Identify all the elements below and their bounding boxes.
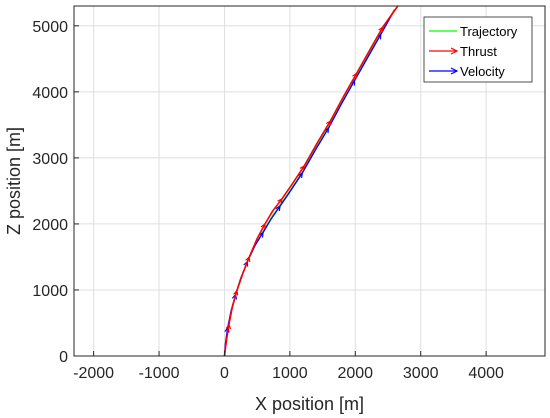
y-tick-label: 1000: [32, 283, 68, 300]
y-tick-label: 4000: [32, 85, 68, 102]
x-tick-label: 4000: [468, 365, 504, 382]
legend-label-trajectory: Trajectory: [460, 24, 518, 39]
x-axis-label: X position [m]: [255, 394, 364, 414]
series-point-thrust: [299, 164, 306, 171]
series-line-velocity: [223, 9, 396, 357]
legend-arrowhead-velocity: [450, 67, 459, 75]
series-line-thrust: [223, 5, 399, 357]
y-tick-label: 0: [59, 349, 68, 366]
legend: Trajectory Thrust Velocity: [423, 16, 533, 83]
series-point-thrust: [233, 289, 239, 296]
legend-arrowhead-thrust: [450, 47, 459, 55]
x-tick-label: 1000: [272, 365, 308, 382]
series-point-thrust: [260, 222, 266, 229]
plot-area: [223, 5, 399, 357]
series-point-thrust: [325, 119, 332, 126]
series-point-velocity: [297, 172, 304, 179]
x-tick-label: 2000: [337, 365, 373, 382]
legend-label-thrust: Thrust: [460, 44, 497, 59]
series-point-thrust: [352, 72, 358, 79]
series-point-velocity: [275, 205, 281, 212]
y-axis-label: Z position [m]: [4, 127, 24, 235]
series-point-thrust: [225, 323, 232, 330]
x-tick-label: 3000: [403, 365, 439, 382]
axes-frame: [73, 5, 546, 357]
legend-label-velocity: Velocity: [460, 64, 505, 79]
x-tick-label: -1000: [139, 365, 180, 382]
series-point-thrust: [245, 255, 251, 262]
x-tick-label: 0: [220, 365, 229, 382]
series-point-thrust: [378, 25, 384, 33]
series-point-thrust: [277, 197, 283, 204]
y-tick-label: 5000: [32, 19, 68, 36]
y-tick-label: 3000: [32, 151, 68, 168]
x-tick-label: -2000: [73, 365, 114, 382]
y-tick-label: 2000: [32, 217, 68, 234]
tick-labels: -2000 -1000 0 1000 2000 3000 4000 0 1000 2000 3000…: [32, 19, 504, 382]
series-line-trajectory: [223, 8, 396, 357]
